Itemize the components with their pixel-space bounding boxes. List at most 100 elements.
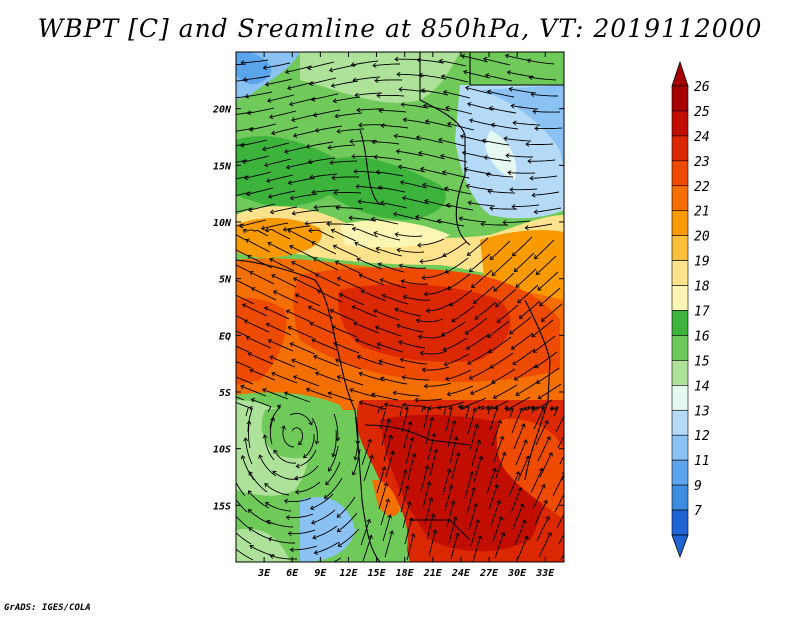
streamline [417,59,445,64]
streamline [560,552,564,561]
streamline-arrow [543,499,548,505]
streamline [383,434,392,462]
streamline-arrow [226,357,230,361]
streamline [420,168,448,176]
streamline [286,310,312,323]
streamline-arrow [510,345,515,350]
streamline [487,90,515,98]
streamline-arrow [549,405,555,410]
streamline [491,420,502,447]
streamline [242,303,268,317]
streamline-arrow [281,425,286,430]
colorbar-label: 25 [694,105,710,120]
streamline [373,63,400,67]
colorbar-segment [671,409,689,436]
streamline [464,471,473,499]
streamline-arrow [487,188,492,194]
streamline-arrow [372,62,377,68]
streamline-arrow [481,138,486,144]
streamline-arrow [421,367,426,373]
streamline [293,277,319,291]
streamline-arrow [331,175,336,181]
streamline [269,356,296,368]
colorbar-segment [671,235,689,261]
streamline-arrow [248,527,253,532]
streamline [251,398,272,413]
streamline [552,472,564,497]
streamline [236,234,247,241]
streamline-arrow [509,187,514,193]
streamline [525,223,553,229]
streamline-arrow [458,216,463,222]
streamline [311,417,318,444]
streamline [397,249,425,253]
streamline-arrow [378,359,383,364]
streamline [530,468,543,494]
streamline [537,271,559,291]
x-tick-label: 18E [396,568,415,579]
streamline [539,452,553,478]
streamline-arrow [287,228,292,234]
streamline [492,516,503,543]
streamline-arrow [506,70,512,75]
streamline-arrow [224,243,228,247]
streamline-arrow [524,535,529,540]
streamline-arrow [298,440,303,446]
streamline [396,150,424,157]
streamline [399,88,427,93]
streamline-arrow [292,277,298,282]
streamline [445,257,469,274]
streamline-arrow [247,490,253,495]
streamline-arrow [492,467,497,472]
map-frame [235,51,565,563]
streamline [511,332,534,350]
streamline-arrow [443,186,449,192]
streamline [422,270,449,279]
streamline [312,189,340,193]
streamline [335,112,363,118]
streamline-arrow [424,119,430,125]
streamline-arrow [460,53,466,59]
streamline-arrow [223,96,226,100]
streamline-arrow [309,321,314,327]
streamline [311,93,339,101]
streamline-arrow [445,376,450,382]
streamline [289,97,317,105]
streamline [418,334,446,339]
streamline [396,324,424,333]
streamlines [223,53,573,562]
streamline [236,481,246,497]
streamline [417,238,445,246]
streamline-arrow [377,185,382,191]
streamline-arrow [266,519,271,525]
streamline [483,58,511,66]
streamline-arrow [308,228,313,233]
streamline-arrow [289,342,294,347]
streamline-arrow [331,452,337,458]
streamline-arrow [289,195,294,201]
streamline-arrow [248,126,254,132]
streamline-arrow [512,360,517,366]
streamline [271,274,297,288]
streamline-arrow [394,232,399,238]
streamline-arrow [468,375,473,380]
streamline [356,186,384,190]
colorbar-label: 9 [694,479,702,494]
streamline-arrow [489,205,494,211]
streamline [313,355,340,367]
streamline-arrow [247,254,252,260]
colorbar-segment [671,285,689,311]
streamline-arrow [240,384,245,390]
streamline-arrow [400,279,405,284]
streamline [315,125,343,132]
streamline [484,156,512,162]
streamline-arrow [569,440,573,444]
streamline [251,287,277,301]
streamline-arrow [308,81,314,87]
y-tick-label: 10S [213,445,231,456]
streamline [271,372,298,384]
streamline-arrow [327,144,332,150]
y-axis: 20N 15N 10N 5N EQ 5S 10S 15S [212,105,564,512]
streamline-arrow [488,105,494,111]
streamline [268,339,294,352]
